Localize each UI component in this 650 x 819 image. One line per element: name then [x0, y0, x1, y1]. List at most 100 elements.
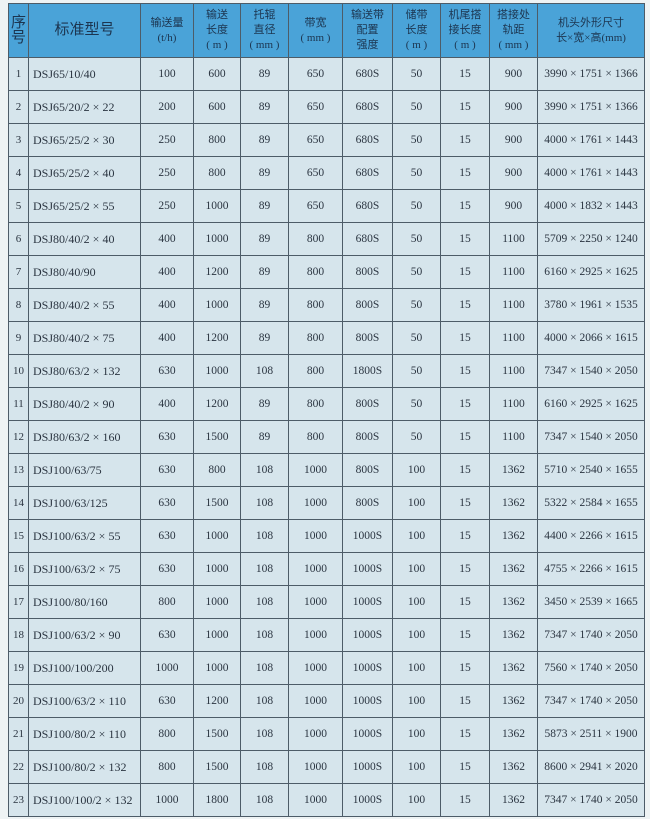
cell-track-gauge: 1100 [489, 288, 538, 322]
cell-storage-length: 50 [392, 354, 441, 388]
cell-storage-length: 100 [392, 618, 441, 652]
cell-tail-overlap: 15 [440, 255, 490, 289]
table-row: 9 DSJ80/40/2 × 75 400 1200 89 800 800S 50 15 1100… [8, 321, 645, 355]
table-row: 20 DSJ100/63/2 × 110 630 1200 108 1000 1000S 10… [8, 684, 645, 718]
cell-belt-strength: 680S [342, 90, 393, 124]
cell-belt-width: 1000 [288, 585, 343, 619]
cell-head-dimensions: 8600 × 2941 × 2020 [537, 750, 645, 784]
table-row: 7 DSJ80/40/90 400 1200 89 800 800S 50 15 1100 6160… [8, 255, 645, 289]
cell-tail-overlap: 15 [440, 651, 490, 685]
cell-tail-overlap: 15 [440, 750, 490, 784]
cell-storage-length: 50 [392, 222, 441, 256]
cell-index: 6 [8, 222, 29, 256]
table-row: 15 DSJ100/63/2 × 55 630 1000 108 1000 1000S 100… [8, 519, 645, 553]
cell-model: DSJ80/40/2 × 40 [28, 222, 141, 256]
cell-belt-width: 650 [288, 90, 343, 124]
cell-model: DSJ80/63/2 × 132 [28, 354, 141, 388]
cell-tail-overlap: 15 [440, 717, 490, 751]
cell-track-gauge: 1362 [489, 750, 538, 784]
cell-model: DSJ100/80/160 [28, 585, 141, 619]
table-row: 1 DSJ65/10/40 100 600 89 650 680S 50 15 900 3990 ×… [8, 57, 645, 91]
cell-head-dimensions: 5710 × 2540 × 1655 [537, 453, 645, 487]
cell-length: 1800 [193, 783, 241, 817]
cell-length: 1000 [193, 288, 241, 322]
cell-storage-length: 100 [392, 519, 441, 553]
cell-index: 7 [8, 255, 29, 289]
cell-tail-overlap: 15 [440, 585, 490, 619]
cell-belt-width: 800 [288, 222, 343, 256]
cell-belt-strength: 1000S [342, 519, 393, 553]
cell-roller-diameter: 108 [240, 684, 289, 718]
cell-tail-overlap: 15 [440, 618, 490, 652]
cell-roller-diameter: 108 [240, 783, 289, 817]
cell-belt-width: 1000 [288, 651, 343, 685]
cell-roller-diameter: 108 [240, 354, 289, 388]
cell-belt-width: 1000 [288, 684, 343, 718]
cell-index: 22 [8, 750, 29, 784]
cell-tail-overlap: 15 [440, 486, 490, 520]
cell-model: DSJ100/63/2 × 55 [28, 519, 141, 553]
cell-length: 1200 [193, 684, 241, 718]
cell-roller-diameter: 89 [240, 288, 289, 322]
table-row: 2 DSJ65/20/2 × 22 200 600 89 650 680S 50 15 900 39… [8, 90, 645, 124]
cell-roller-diameter: 108 [240, 717, 289, 751]
cell-belt-strength: 800S [342, 486, 393, 520]
cell-belt-width: 800 [288, 255, 343, 289]
cell-head-dimensions: 4000 × 1761 × 1443 [537, 156, 645, 190]
cell-storage-length: 100 [392, 486, 441, 520]
cell-belt-strength: 800S [342, 321, 393, 355]
cell-roller-diameter: 108 [240, 651, 289, 685]
cell-model: DSJ80/40/2 × 90 [28, 387, 141, 421]
cell-length: 1500 [193, 486, 241, 520]
cell-head-dimensions: 6160 × 2925 × 1625 [537, 387, 645, 421]
cell-belt-strength: 800S [342, 420, 393, 454]
cell-head-dimensions: 5709 × 2250 × 1240 [537, 222, 645, 256]
cell-track-gauge: 1100 [489, 387, 538, 421]
table-row: 5 DSJ65/25/2 × 55 250 1000 89 650 680S 50 15 900 4… [8, 189, 645, 223]
cell-belt-width: 650 [288, 123, 343, 157]
cell-model: DSJ100/80/2 × 132 [28, 750, 141, 784]
cell-storage-length: 50 [392, 288, 441, 322]
cell-model: DSJ100/63/75 [28, 453, 141, 487]
cell-track-gauge: 1100 [489, 321, 538, 355]
cell-tail-overlap: 15 [440, 783, 490, 817]
cell-tail-overlap: 15 [440, 387, 490, 421]
cell-track-gauge: 1100 [489, 420, 538, 454]
cell-capacity: 400 [140, 321, 194, 355]
cell-track-gauge: 1362 [489, 618, 538, 652]
cell-index: 20 [8, 684, 29, 718]
cell-roller-diameter: 108 [240, 519, 289, 553]
cell-index: 14 [8, 486, 29, 520]
cell-roller-diameter: 89 [240, 123, 289, 157]
cell-model: DSJ100/63/2 × 110 [28, 684, 141, 718]
cell-capacity: 250 [140, 189, 194, 223]
cell-belt-strength: 1000S [342, 552, 393, 586]
cell-belt-width: 1000 [288, 783, 343, 817]
cell-belt-strength: 1000S [342, 750, 393, 784]
cell-index: 19 [8, 651, 29, 685]
cell-length: 800 [193, 453, 241, 487]
cell-length: 600 [193, 90, 241, 124]
table-body: 1 DSJ65/10/40 100 600 89 650 680S 50 15 900 3990 ×… [8, 57, 645, 817]
cell-roller-diameter: 89 [240, 420, 289, 454]
cell-storage-length: 100 [392, 453, 441, 487]
cell-length: 1000 [193, 618, 241, 652]
cell-belt-width: 1000 [288, 750, 343, 784]
table-row: 14 DSJ100/63/125 630 1500 108 1000 800S 100 15 13… [8, 486, 645, 520]
table-row: 19 DSJ100/100/200 1000 1000 108 1000 1000S 100 1… [8, 651, 645, 685]
cell-capacity: 1000 [140, 783, 194, 817]
cell-length: 1000 [193, 519, 241, 553]
cell-track-gauge: 1362 [489, 453, 538, 487]
cell-capacity: 800 [140, 585, 194, 619]
cell-roller-diameter: 108 [240, 618, 289, 652]
cell-belt-strength: 1000S [342, 783, 393, 817]
cell-roller-diameter: 89 [240, 387, 289, 421]
cell-model: DSJ100/63/125 [28, 486, 141, 520]
cell-storage-length: 100 [392, 585, 441, 619]
cell-model: DSJ65/10/40 [28, 57, 141, 91]
cell-belt-width: 650 [288, 156, 343, 190]
cell-length: 1200 [193, 321, 241, 355]
cell-belt-strength: 800S [342, 288, 393, 322]
cell-length: 600 [193, 57, 241, 91]
cell-head-dimensions: 6160 × 2925 × 1625 [537, 255, 645, 289]
